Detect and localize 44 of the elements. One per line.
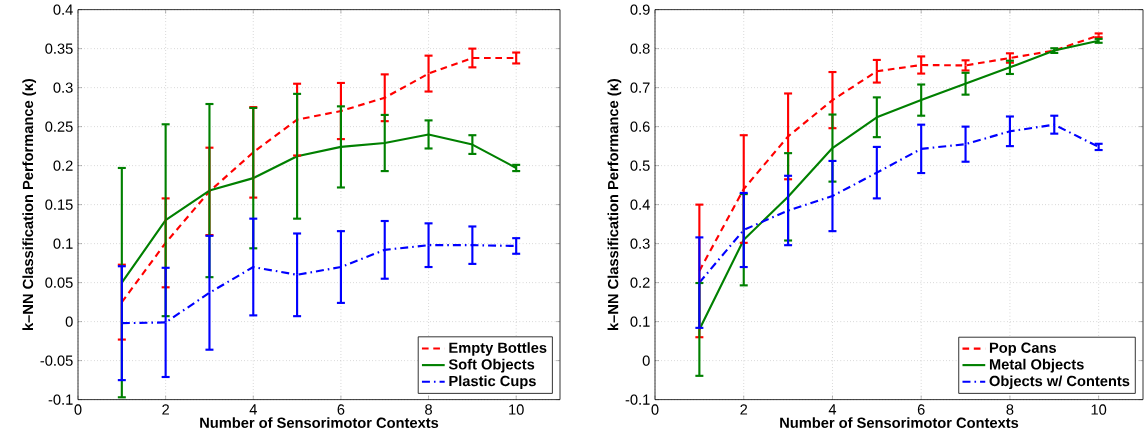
legend-label: Soft Objects <box>448 358 535 373</box>
legend-label: Metal Objects <box>989 358 1084 373</box>
x-axis-title: Number of Sensorimotor Contexts <box>200 417 439 429</box>
y-tick-label: -0.1 <box>48 394 73 406</box>
y-tick-label: -0.1 <box>625 394 650 406</box>
legend-label: Empty Bottles <box>449 342 547 357</box>
x-tick-label: 6 <box>337 404 345 415</box>
y-tick-label: 0 <box>65 316 73 328</box>
y-tick-label: 0.7 <box>630 82 650 94</box>
y-tick-label: 0.1 <box>53 238 73 250</box>
legend-label: Plastic Cups <box>449 375 536 390</box>
x-tick-label: 10 <box>509 404 524 415</box>
y-tick-label: -0.05 <box>40 355 73 367</box>
y-tick-label: 0.4 <box>53 4 73 16</box>
x-tick-label: 4 <box>249 404 257 415</box>
x-tick-label: 8 <box>1006 404 1014 415</box>
x-tick-label: 2 <box>740 404 748 415</box>
y-tick-label: 0.25 <box>45 121 73 133</box>
y-tick-label: 0.5 <box>630 160 650 172</box>
y-tick-label: 0 <box>642 355 650 367</box>
y-axis-title: k–NN Classification Performance (κ) <box>607 79 622 331</box>
y-tick-label: 0.1 <box>630 316 650 328</box>
y-tick-label: 0.4 <box>630 199 650 211</box>
y-tick-label: 0.2 <box>630 277 650 289</box>
y-tick-label: 0.35 <box>45 43 73 55</box>
legend-label: Objects w/ Contents <box>989 375 1130 390</box>
x-tick-label: 0 <box>651 404 659 415</box>
x-tick-label: 2 <box>162 404 169 415</box>
y-tick-label: 0.8 <box>630 43 650 55</box>
x-tick-label: 8 <box>425 404 432 415</box>
x-tick-label: 0 <box>74 404 82 415</box>
y-tick-label: 0.3 <box>630 238 650 250</box>
y-tick-label: 0.9 <box>630 4 650 16</box>
y-axis-title: k–NN Classification Performance (κ) <box>22 79 37 331</box>
y-tick-label: 0.05 <box>45 277 73 289</box>
x-tick-label: 4 <box>828 404 837 415</box>
legend-label: Pop Cans <box>989 342 1056 357</box>
x-tick-label: 10 <box>1091 404 1107 415</box>
y-tick-label: 0.15 <box>45 199 73 211</box>
x-axis-title: Number of Sensorimotor Contexts <box>780 417 1019 429</box>
y-tick-label: 0.3 <box>53 82 73 94</box>
y-tick-label: 0.2 <box>53 160 73 172</box>
x-tick-label: 6 <box>917 404 925 415</box>
y-tick-label: 0.6 <box>630 121 650 133</box>
